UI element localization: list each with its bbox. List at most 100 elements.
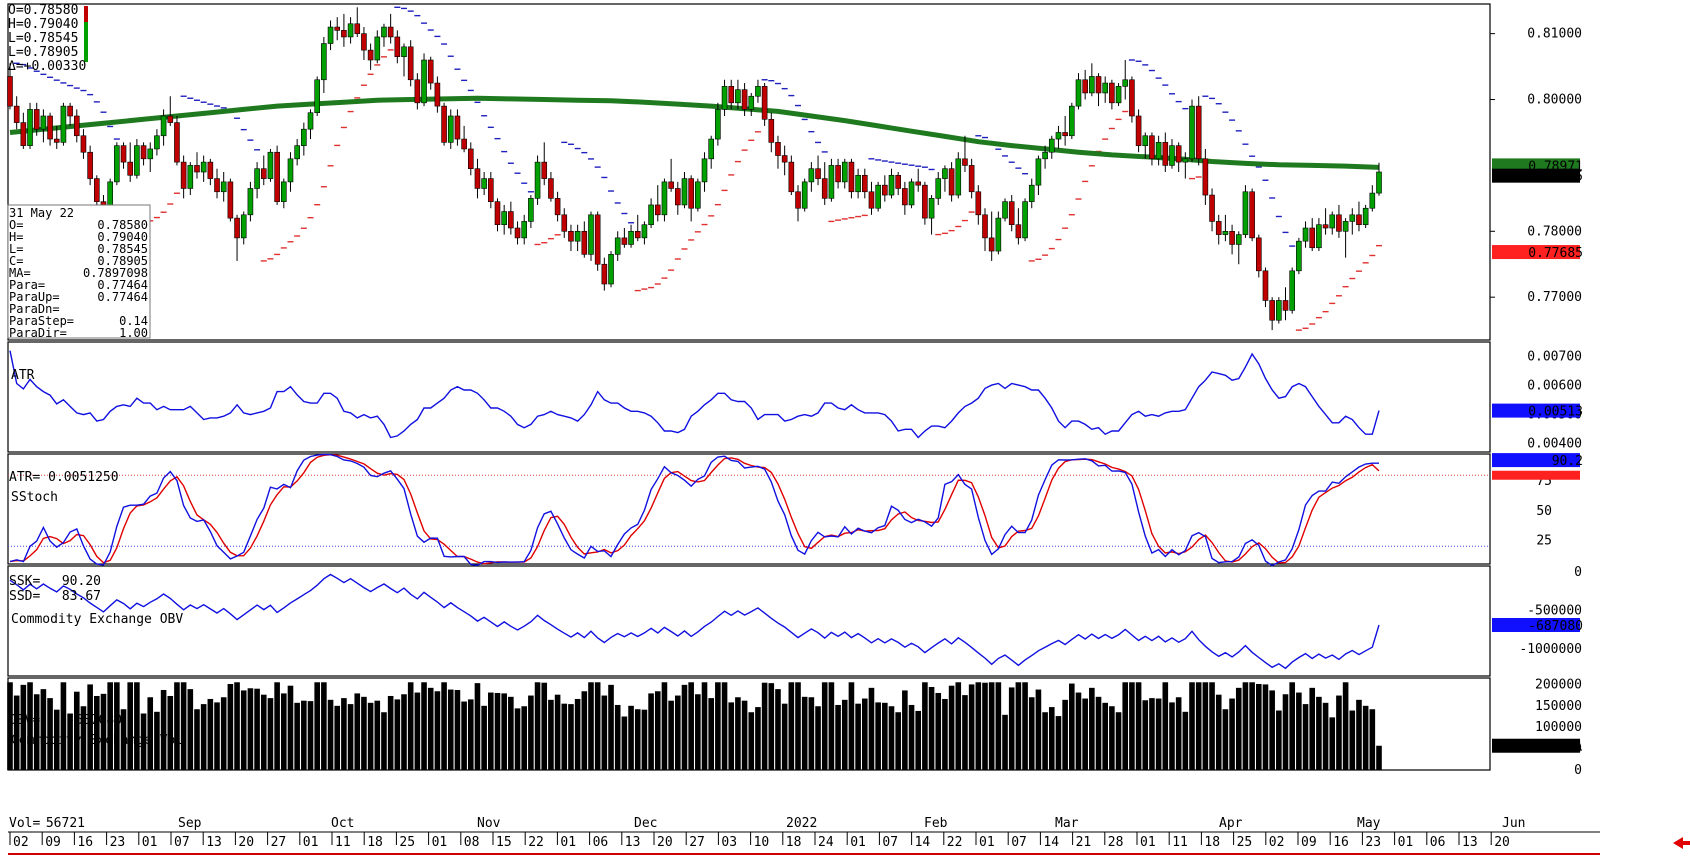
ssk-line bbox=[9, 453, 1379, 567]
volume-bar bbox=[761, 682, 768, 770]
obv-value-tag: -687080 bbox=[1528, 619, 1583, 634]
volume-bar bbox=[1028, 697, 1035, 770]
volume-bar bbox=[427, 687, 434, 770]
candle-body bbox=[488, 178, 494, 202]
volume-bar bbox=[788, 682, 795, 770]
volume-bar bbox=[588, 682, 594, 770]
ohlc-bar-indicator bbox=[84, 6, 88, 62]
candle-body bbox=[915, 181, 922, 186]
price-panel[interactable]: 0.810000.800000.780000.770000.789710.789… bbox=[7, 6, 1584, 331]
volume-bar bbox=[327, 699, 334, 770]
volume-bar bbox=[407, 682, 414, 770]
candle-body bbox=[160, 115, 167, 137]
volume-bar bbox=[114, 682, 120, 770]
candle-body bbox=[280, 181, 287, 202]
ohlc-open: O=0.78580 bbox=[8, 3, 78, 18]
x-day-label: 01 bbox=[432, 835, 448, 850]
atr-frame bbox=[7, 341, 1491, 453]
x-day-label: 14 bbox=[915, 835, 931, 850]
volume-bar bbox=[307, 701, 314, 770]
candle-body bbox=[414, 79, 421, 104]
candle-body bbox=[741, 89, 748, 110]
atr-value-tag: 0.00513 bbox=[1528, 405, 1583, 420]
price-tick-label: 0.81000 bbox=[1527, 27, 1582, 42]
x-day-label: 18 bbox=[786, 835, 802, 850]
vol-value-tag-bg bbox=[1492, 738, 1580, 753]
volume-bar bbox=[695, 694, 701, 770]
candle-body bbox=[628, 230, 634, 245]
volume-bar bbox=[534, 682, 541, 770]
info-box-bg bbox=[7, 204, 151, 339]
price-tick-label: 0.78000 bbox=[1527, 224, 1582, 239]
candle-body bbox=[895, 174, 901, 189]
x-axis-red-bar bbox=[8, 853, 1600, 855]
volume-bar bbox=[1302, 704, 1309, 770]
volume-bar bbox=[701, 682, 708, 770]
candle-body bbox=[140, 145, 147, 160]
info-label: O= bbox=[9, 218, 23, 232]
candle-body bbox=[781, 155, 788, 163]
volume-bar bbox=[1102, 702, 1108, 770]
candle-body bbox=[1296, 240, 1302, 272]
x-day-label: 18 bbox=[1204, 835, 1220, 850]
volume-bar bbox=[1048, 707, 1055, 770]
ohlc-change: Δ=+0.00330 bbox=[8, 59, 86, 74]
volume-panel[interactable]: 20000015000010000050000056721 bbox=[7, 677, 1583, 778]
volume-bar bbox=[942, 698, 948, 770]
volume-bar bbox=[374, 700, 381, 770]
volume-bar bbox=[628, 705, 634, 770]
volume-bar bbox=[301, 700, 307, 770]
volume-bar bbox=[1342, 682, 1349, 770]
candle-body bbox=[367, 49, 374, 61]
candle-body bbox=[1376, 171, 1382, 194]
candle-body bbox=[474, 168, 481, 189]
volume-bar bbox=[795, 682, 801, 770]
obv-panel[interactable]: 0 -500000 -1000000 -687080 bbox=[9, 565, 1583, 670]
candle-body bbox=[1169, 145, 1175, 166]
candle-body bbox=[361, 33, 367, 51]
volume-bar bbox=[815, 706, 821, 770]
volume-bar bbox=[882, 702, 888, 770]
volume-bar bbox=[1209, 682, 1215, 770]
x-day-label: 07 bbox=[882, 835, 898, 850]
volume-bar bbox=[1008, 687, 1015, 770]
candle-body bbox=[1102, 82, 1108, 94]
candle-body bbox=[287, 158, 294, 183]
info-label: ParaDir= bbox=[9, 326, 67, 340]
volume-bar bbox=[1042, 712, 1048, 770]
candle-body bbox=[1369, 192, 1376, 209]
candle-body bbox=[935, 178, 942, 199]
volume-bar bbox=[1329, 717, 1336, 770]
volume-bar bbox=[561, 703, 568, 770]
volume-bar bbox=[715, 682, 721, 770]
x-day-label: 02 bbox=[13, 835, 29, 850]
volume-bar bbox=[67, 713, 73, 770]
volume-bar bbox=[13, 695, 20, 770]
volume-bar bbox=[267, 698, 274, 770]
volume-bar bbox=[1035, 689, 1042, 770]
obv-value: -687080 bbox=[67, 713, 122, 728]
volume-bar bbox=[648, 693, 654, 770]
candle-body bbox=[114, 145, 120, 183]
volume-bar bbox=[1195, 682, 1202, 770]
candle-body bbox=[708, 138, 714, 160]
candle-body bbox=[608, 254, 614, 285]
obv-tick-label: 0 bbox=[1574, 565, 1582, 580]
x-day-label: 02 bbox=[1269, 835, 1285, 850]
volume-bar bbox=[60, 682, 67, 770]
volume-bar bbox=[1229, 698, 1235, 770]
candle-body bbox=[808, 168, 815, 183]
volume-bar bbox=[922, 682, 928, 770]
volume-bar bbox=[40, 689, 47, 770]
candle-body bbox=[1362, 207, 1369, 226]
candle-body bbox=[701, 158, 708, 183]
vol-tick-label: 0 bbox=[1574, 763, 1582, 778]
candle-body bbox=[1149, 135, 1155, 160]
candle-body bbox=[1069, 105, 1075, 137]
candle-body bbox=[521, 221, 528, 239]
x-day-label: 13 bbox=[625, 835, 641, 850]
x-month-label: Nov bbox=[477, 816, 501, 831]
candle-body bbox=[87, 151, 93, 179]
